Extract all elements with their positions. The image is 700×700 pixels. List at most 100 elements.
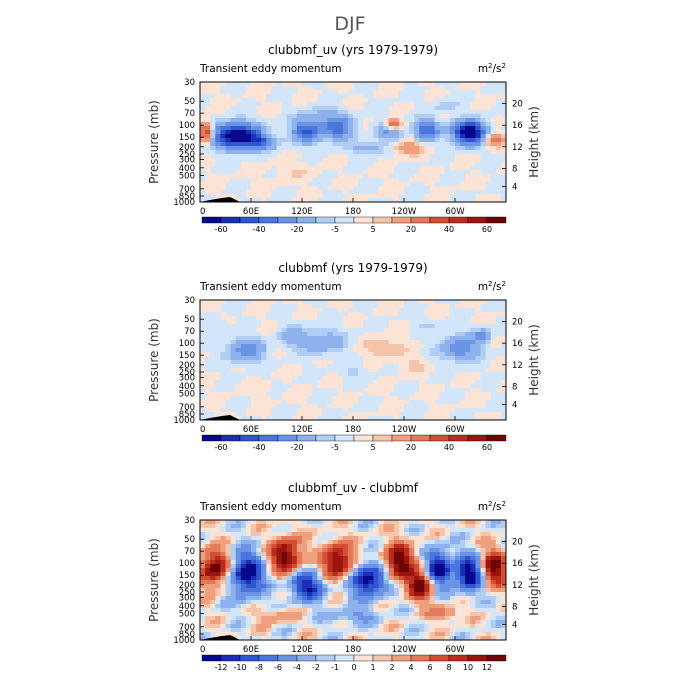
- heatmap-cell: [495, 90, 502, 95]
- heatmap-cell: [261, 186, 267, 191]
- heatmap-cell: [322, 308, 328, 313]
- heatmap-cell: [215, 106, 221, 111]
- heatmap-cell: [480, 174, 486, 179]
- heatmap-cell: [439, 356, 446, 361]
- heatmap-cell: [434, 186, 441, 191]
- heatmap-cell: [307, 126, 313, 131]
- heatmap-cell: [327, 106, 333, 111]
- heatmap-cell: [266, 162, 272, 167]
- heatmap-cell: [276, 118, 282, 123]
- heatmap-cell: [342, 340, 349, 345]
- heatmap-cell: [490, 576, 497, 581]
- heatmap-cell: [434, 564, 441, 569]
- heatmap-cell: [439, 118, 446, 123]
- heatmap-cell: [302, 130, 308, 135]
- heatmap-cell: [322, 106, 328, 111]
- heatmap-cell: [465, 364, 471, 369]
- heatmap-cell: [256, 316, 262, 321]
- heatmap-cell: [429, 82, 435, 87]
- heatmap-cell: [368, 556, 374, 561]
- heatmap-cell: [414, 588, 420, 593]
- heatmap-cell: [347, 324, 354, 329]
- heatmap-cell: [347, 98, 354, 103]
- heatmap-cell: [470, 524, 476, 529]
- heatmap-cell: [286, 82, 293, 87]
- heatmap-cell: [409, 194, 415, 199]
- heatmap-cell: [388, 552, 395, 557]
- heatmap-cell: [302, 544, 308, 549]
- heatmap-cell: [388, 336, 395, 341]
- colorbar-swatch: [239, 434, 260, 442]
- heatmap-cell: [327, 368, 333, 373]
- heatmap-cell: [256, 572, 262, 577]
- heatmap-cell: [404, 580, 410, 585]
- heatmap-cell: [398, 114, 405, 119]
- heatmap-cell: [465, 198, 471, 203]
- heatmap-cell: [429, 130, 435, 135]
- heatmap-cell: [281, 150, 288, 155]
- colorbar-swatch: [429, 434, 450, 442]
- heatmap-cell: [383, 524, 390, 529]
- heatmap-cell: [296, 150, 303, 155]
- heatmap-cell: [322, 380, 328, 385]
- heatmap-cell: [460, 556, 466, 561]
- heatmap-cell: [358, 174, 364, 179]
- heatmap-cell: [470, 178, 476, 183]
- heatmap-cell: [393, 316, 400, 321]
- heatmap-cell: [205, 170, 211, 175]
- heatmap-cell: [449, 372, 456, 377]
- colorbar-label: 40: [444, 443, 454, 452]
- heatmap-cell: [312, 592, 318, 597]
- heatmap-cell: [307, 556, 313, 561]
- heatmap-cell: [220, 340, 226, 345]
- colorbar-swatch: [258, 216, 279, 224]
- heatmap-cell: [475, 142, 481, 147]
- heatmap-cell: [444, 548, 451, 553]
- heatmap-cell: [475, 86, 481, 91]
- heatmap-cell: [302, 178, 308, 183]
- heatmap-cell: [332, 182, 339, 187]
- heatmap-cell: [475, 106, 481, 111]
- heatmap-cell: [251, 364, 257, 369]
- heatmap-cell: [429, 182, 435, 187]
- heatmap-cell: [475, 150, 481, 155]
- y-tick-label: 30: [184, 78, 195, 88]
- heatmap-cell: [480, 380, 486, 385]
- heatmap-cell: [383, 98, 390, 103]
- heatmap-cell: [347, 544, 354, 549]
- heatmap-cell: [327, 166, 333, 171]
- heatmap-cell: [312, 572, 318, 577]
- heatmap-cell: [322, 404, 328, 409]
- heatmap-cell: [485, 360, 492, 365]
- heatmap-cell: [261, 376, 267, 381]
- heatmap-cell: [235, 130, 242, 135]
- heatmap-cell: [322, 300, 328, 305]
- heatmap-cell: [455, 94, 461, 99]
- heatmap-cell: [465, 520, 471, 525]
- heatmap-cell: [419, 540, 425, 545]
- heatmap-cell: [291, 106, 298, 111]
- heatmap-cell: [398, 178, 405, 183]
- heatmap-cell: [342, 198, 349, 203]
- heatmap-cell: [322, 540, 328, 545]
- heatmap-cell: [307, 392, 313, 397]
- heatmap-cell: [276, 576, 282, 581]
- heatmap-cell: [429, 380, 435, 385]
- heatmap-cell: [434, 352, 441, 357]
- heatmap-cell: [327, 360, 333, 365]
- heatmap-cell: [332, 568, 339, 573]
- heatmap-cell: [240, 316, 247, 321]
- heatmap-cell: [429, 384, 435, 389]
- heatmap-cell: [266, 564, 272, 569]
- heatmap-cell: [322, 126, 328, 131]
- heatmap-cell: [353, 158, 359, 163]
- heatmap-cell: [276, 540, 282, 545]
- heatmap-cell: [205, 90, 211, 95]
- heatmap-cell: [266, 304, 272, 309]
- heatmap-cell: [475, 130, 481, 135]
- heatmap-cell: [378, 82, 384, 87]
- heatmap-cell: [200, 348, 206, 353]
- heatmap-cell: [388, 372, 395, 377]
- heatmap-cell: [286, 356, 293, 361]
- heatmap-cell: [429, 524, 435, 529]
